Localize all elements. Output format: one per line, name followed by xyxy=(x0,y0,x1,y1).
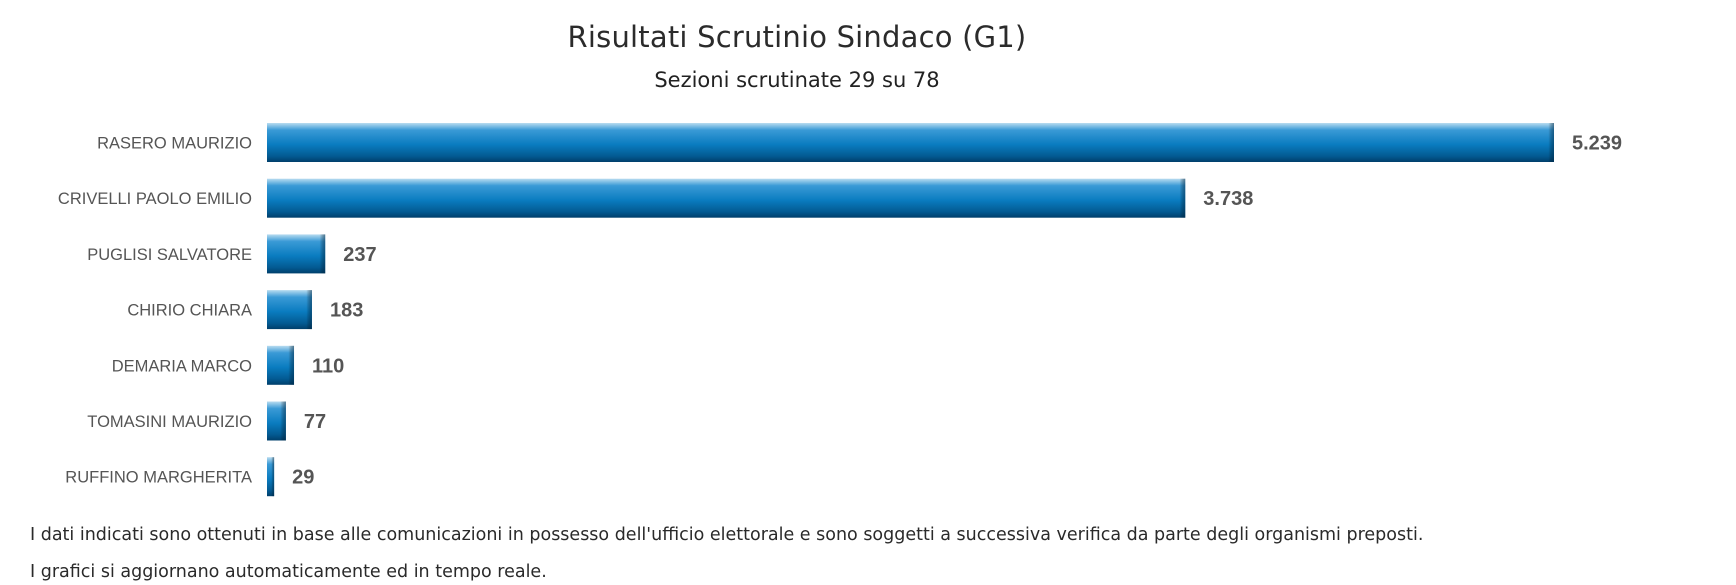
bar-edge-shade xyxy=(280,345,295,385)
bar-edge-shade xyxy=(267,457,275,497)
bar-edge-shade xyxy=(297,290,312,330)
bar[interactable] xyxy=(267,178,1186,218)
bar-edge-shade xyxy=(311,234,326,274)
category-label: CRIVELLI PAOLO EMILIO xyxy=(58,190,252,208)
chart-title: Risultati Scrutinio Sindaco (G1) xyxy=(567,20,1027,54)
bar-edge-shade xyxy=(1540,123,1554,162)
value-label: 183 xyxy=(330,300,363,322)
value-label: 110 xyxy=(312,355,344,377)
bar-edge-shade xyxy=(271,401,286,441)
bars-group: RASERO MAURIZIO 5.239 CRIVELLI PAOLO EMILI… xyxy=(58,123,1622,497)
value-label: 29 xyxy=(292,467,314,489)
category-label: TOMASINI MAURIZIO xyxy=(87,413,252,431)
bar[interactable] xyxy=(267,123,1554,162)
footnote-disclaimer: I dati indicati sono ottenuti in base al… xyxy=(30,525,1424,545)
value-label: 77 xyxy=(304,411,326,433)
chart-subtitle: Sezioni scrutinate 29 su 78 xyxy=(654,68,940,92)
category-label: DEMARIA MARCO xyxy=(112,357,252,375)
category-label: PUGLISI SALVATORE xyxy=(87,246,252,264)
category-label: RUFFINO MARGHERITA xyxy=(65,469,252,487)
bar-edge-shade xyxy=(1171,178,1186,218)
value-label: 3.738 xyxy=(1203,188,1253,210)
footnote-auto-update: I grafici si aggiornano automaticamente … xyxy=(30,562,547,582)
category-label: CHIRIO CHIARA xyxy=(127,302,252,320)
value-label: 5.239 xyxy=(1572,133,1622,155)
category-label: RASERO MAURIZIO xyxy=(97,135,252,153)
bar-chart: RASERO MAURIZIO 5.239 CRIVELLI PAOLO EMILI… xyxy=(58,123,1622,497)
value-label: 237 xyxy=(343,244,376,266)
